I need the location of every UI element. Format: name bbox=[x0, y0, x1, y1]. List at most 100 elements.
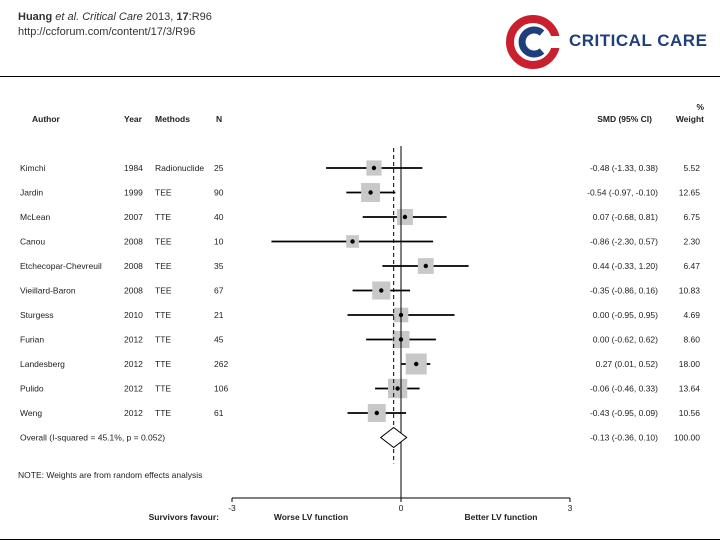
study-smd-ci: -0.48 (-1.33, 0.38) bbox=[590, 163, 658, 173]
study-method: TTE bbox=[155, 212, 171, 222]
critical-care-logo-icon bbox=[506, 15, 561, 69]
study-weight: 13.64 bbox=[679, 384, 701, 394]
study-n: 25 bbox=[214, 163, 224, 173]
point-estimate bbox=[368, 190, 373, 195]
study-smd-ci: 0.00 (-0.62, 0.62) bbox=[593, 335, 658, 345]
study-smd-ci: 0.44 (-0.33, 1.20) bbox=[593, 261, 658, 271]
study-n: 45 bbox=[214, 335, 224, 345]
study-method: TTE bbox=[155, 384, 171, 394]
citation-page: :R96 bbox=[188, 11, 212, 23]
study-smd-ci: 0.07 (-0.68, 0.81) bbox=[593, 212, 658, 222]
citation: Huang et al. Critical Care 2013, 17:R96 bbox=[18, 10, 212, 25]
x-tick-label: 0 bbox=[399, 503, 404, 513]
study-author: Sturgess bbox=[20, 310, 54, 320]
point-estimate bbox=[414, 361, 419, 367]
study-author: Canou bbox=[20, 237, 45, 247]
study-smd-ci: -0.06 (-0.46, 0.33) bbox=[590, 384, 658, 394]
study-smd-ci: -0.54 (-0.97, -0.10) bbox=[587, 188, 658, 198]
citation-journal: Critical Care bbox=[82, 11, 143, 23]
header-n: N bbox=[216, 114, 222, 124]
study-author: Kimchi bbox=[20, 163, 46, 173]
point-estimate bbox=[371, 165, 377, 171]
overall-weight: 100.00 bbox=[674, 433, 700, 443]
x-tick-label: 3 bbox=[568, 503, 573, 513]
citation-authors: Huang bbox=[18, 11, 53, 23]
brand-name: CRITICAL CARE bbox=[569, 31, 708, 50]
citation-year: 2013, bbox=[145, 11, 174, 23]
point-estimate bbox=[395, 386, 400, 391]
study-author: Vieillard-Baron bbox=[20, 286, 76, 296]
study-year: 2012 bbox=[124, 359, 143, 369]
study-weight: 10.56 bbox=[679, 408, 701, 418]
study-smd-ci: 0.00 (-0.95, 0.95) bbox=[593, 310, 658, 320]
study-weight: 8.60 bbox=[683, 335, 700, 345]
random-effects-note: NOTE: Weights are from random effects an… bbox=[18, 470, 202, 480]
study-year: 1999 bbox=[124, 188, 143, 198]
study-n: 10 bbox=[214, 237, 224, 247]
study-smd-ci: -0.86 (-2.30, 0.57) bbox=[590, 237, 658, 247]
study-n: 262 bbox=[214, 359, 228, 369]
header-weight: Weight bbox=[676, 114, 704, 124]
study-method: TTE bbox=[155, 408, 171, 418]
point-estimate bbox=[374, 410, 379, 416]
point-estimate bbox=[423, 263, 428, 269]
study-smd-ci: 0.27 (0.01, 0.52) bbox=[596, 359, 659, 369]
study-author: McLean bbox=[20, 212, 51, 222]
study-weight: 6.75 bbox=[683, 212, 700, 222]
header-weight-pct: % bbox=[696, 102, 704, 112]
worse-lv-label: Worse LV function bbox=[274, 512, 348, 522]
overall-smd-ci: -0.13 (-0.36, 0.10) bbox=[590, 433, 658, 443]
study-year: 2008 bbox=[124, 261, 143, 271]
better-lv-label: Better LV function bbox=[464, 512, 537, 522]
study-n: 40 bbox=[214, 212, 224, 222]
citation-volume: 17 bbox=[176, 11, 189, 23]
study-weight: 2.30 bbox=[683, 237, 700, 247]
point-estimate bbox=[379, 288, 384, 293]
study-year: 2007 bbox=[124, 212, 143, 222]
study-n: 67 bbox=[214, 286, 224, 296]
study-weight: 12.65 bbox=[679, 188, 701, 198]
study-weight: 4.69 bbox=[683, 310, 700, 320]
overall-label: Overall (I-squared = 45.1%, p = 0.052) bbox=[20, 433, 165, 443]
study-rows: Kimchi 1984 Radionuclide 25 -0.48 (-1.33, 0.… bbox=[20, 163, 700, 443]
study-n: 61 bbox=[214, 408, 224, 418]
overall-diamond bbox=[379, 426, 408, 449]
study-weight: 18.00 bbox=[679, 359, 701, 369]
study-author: Etchecopar-Chevreuil bbox=[20, 261, 102, 271]
study-method: TEE bbox=[155, 237, 172, 247]
study-marks bbox=[271, 160, 469, 422]
forest-plot: Author Year Methods N SMD (95% CI) % Wei… bbox=[18, 102, 704, 522]
study-author: Jardin bbox=[20, 188, 43, 198]
x-axis-ticks: -3 0 3 bbox=[228, 498, 573, 513]
study-weight: 10.83 bbox=[679, 286, 701, 296]
x-tick-label: -3 bbox=[228, 503, 236, 513]
study-year: 2012 bbox=[124, 335, 143, 345]
study-author: Pulido bbox=[20, 384, 44, 394]
study-year: 2008 bbox=[124, 237, 143, 247]
study-method: TTE bbox=[155, 335, 171, 345]
study-method: TEE bbox=[155, 286, 172, 296]
citation-etal: et al. bbox=[55, 11, 80, 23]
study-year: 2010 bbox=[124, 310, 143, 320]
study-year: 1984 bbox=[124, 163, 143, 173]
header-smd: SMD (95% CI) bbox=[597, 114, 652, 124]
study-method: Radionuclide bbox=[155, 163, 204, 173]
study-year: 2012 bbox=[124, 384, 143, 394]
study-year: 2012 bbox=[124, 408, 143, 418]
study-author: Landesberg bbox=[20, 359, 65, 369]
study-smd-ci: -0.35 (-0.86, 0.16) bbox=[590, 286, 658, 296]
header-year: Year bbox=[124, 114, 143, 124]
study-method: TEE bbox=[155, 188, 172, 198]
citation-url: http://ccforum.com/content/17/3/R96 bbox=[18, 26, 196, 38]
header-author: Author bbox=[32, 114, 61, 124]
study-smd-ci: -0.43 (-0.95, 0.09) bbox=[590, 408, 658, 418]
study-n: 90 bbox=[214, 188, 224, 198]
point-estimate bbox=[350, 239, 355, 244]
study-method: TTE bbox=[155, 359, 171, 369]
study-method: TEE bbox=[155, 261, 172, 271]
point-estimate bbox=[402, 214, 408, 220]
study-weight: 6.47 bbox=[683, 261, 700, 271]
study-year: 2008 bbox=[124, 286, 143, 296]
study-author: Weng bbox=[20, 408, 42, 418]
study-weight: 5.52 bbox=[683, 163, 700, 173]
